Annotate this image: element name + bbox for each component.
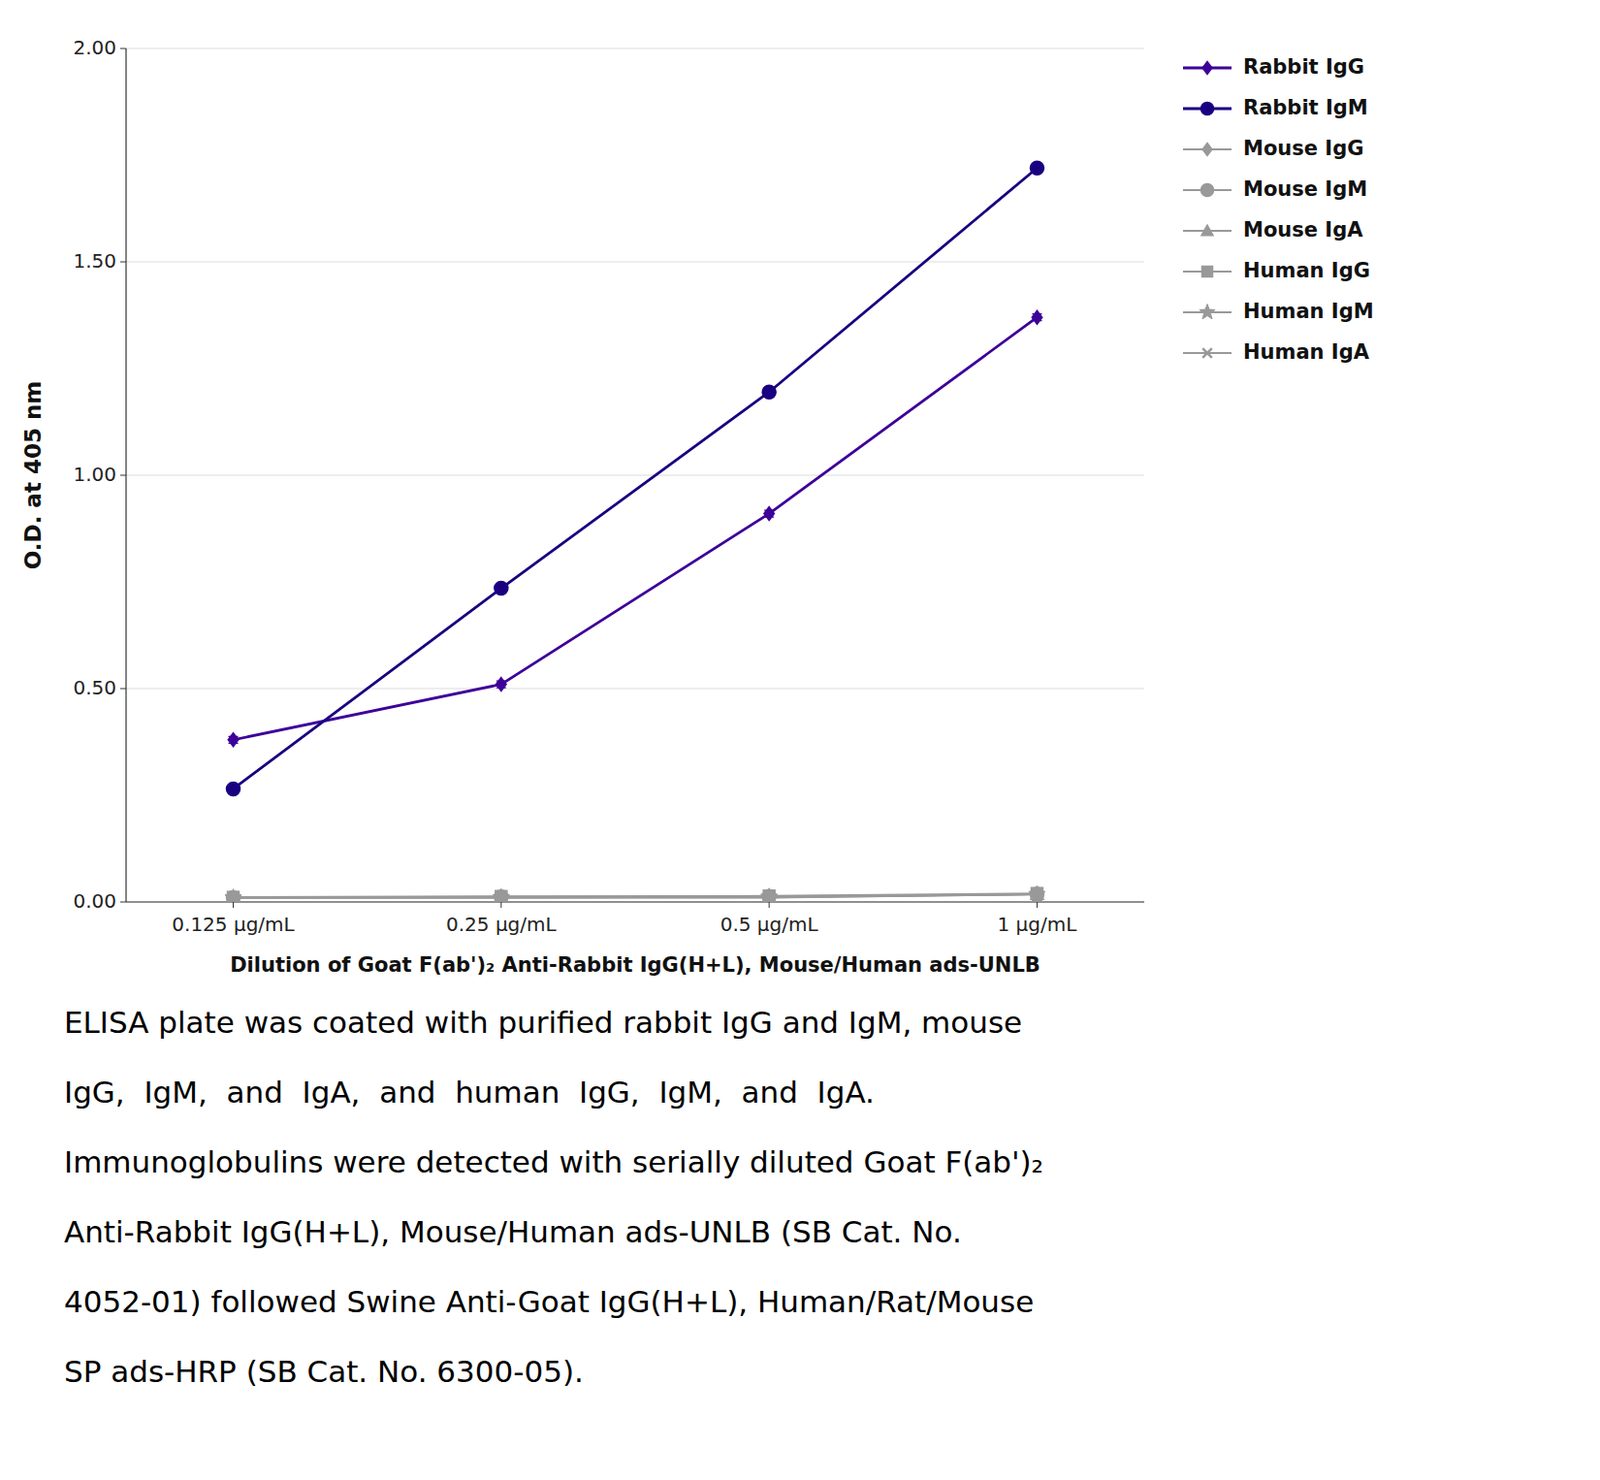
y-tick bbox=[120, 261, 127, 263]
series-line bbox=[233, 894, 1038, 898]
legend-item: Mouse IgG bbox=[1183, 136, 1364, 160]
legend-label: Mouse IgM bbox=[1243, 177, 1368, 201]
legend-item: Mouse IgA bbox=[1183, 218, 1364, 242]
y-axis-line bbox=[125, 48, 127, 902]
data-point bbox=[1031, 310, 1043, 324]
data-point bbox=[496, 892, 507, 902]
legend-item: Rabbit IgG bbox=[1183, 55, 1365, 79]
legend-marker bbox=[1201, 184, 1215, 197]
data-point bbox=[761, 888, 778, 902]
series-line bbox=[233, 317, 1038, 740]
plot-area bbox=[224, 160, 1046, 902]
data-point bbox=[764, 507, 775, 521]
data-point bbox=[1029, 160, 1044, 175]
y-tick-label: 1.50 bbox=[72, 249, 117, 273]
x-tick-label: 0.125 μg/mL bbox=[171, 912, 295, 936]
y-tick bbox=[120, 688, 127, 690]
legend-item: Rabbit IgM bbox=[1183, 96, 1369, 120]
series bbox=[227, 887, 1044, 902]
grid-line bbox=[126, 475, 1145, 477]
x-axis-line bbox=[126, 900, 1145, 902]
y-tick bbox=[120, 901, 127, 903]
data-point bbox=[226, 781, 241, 796]
chart: 0.00 0.50 1.00 1.50 2.00 0.125 μg/mL 0.25 μg/m… bbox=[0, 0, 1600, 1480]
caption-line: Anti-Rabbit IgG(H+L), Mouse/Human ads-UN… bbox=[64, 1214, 962, 1249]
data-point bbox=[492, 888, 510, 902]
legend-label: Rabbit IgG bbox=[1243, 55, 1365, 79]
legend-label: Mouse IgG bbox=[1243, 136, 1364, 160]
grid-line bbox=[126, 261, 1145, 263]
legend-label: Rabbit IgM bbox=[1243, 96, 1369, 120]
legend-item: Human IgA bbox=[1183, 340, 1371, 364]
series-line bbox=[233, 894, 1038, 898]
series-line bbox=[233, 894, 1038, 898]
data-point bbox=[494, 581, 509, 596]
x-tick bbox=[500, 901, 502, 908]
series bbox=[226, 888, 1044, 902]
data-point bbox=[227, 733, 239, 747]
legend-marker bbox=[1201, 102, 1215, 116]
legend-label: Human IgM bbox=[1243, 299, 1375, 323]
caption-line: SP ads-HRP (SB Cat. No. 6300-05). bbox=[64, 1353, 584, 1389]
page: {"chart_data": { "type": "line", "xlabel… bbox=[0, 0, 1600, 1480]
grid-line bbox=[126, 688, 1145, 690]
x-tick-label: 1 μg/mL bbox=[997, 912, 1079, 936]
legend-item: Human IgG bbox=[1183, 258, 1371, 283]
y-tick-label: 1.00 bbox=[72, 462, 117, 486]
caption-line: Immunoglobulins were detected with seria… bbox=[64, 1144, 1044, 1180]
legend-item: Mouse IgM bbox=[1183, 177, 1368, 201]
y-tick-label: 2.00 bbox=[72, 35, 117, 60]
y-tick bbox=[120, 48, 127, 50]
series-line bbox=[233, 893, 1038, 897]
x-tick-label: 0.5 μg/mL bbox=[720, 912, 820, 936]
caption-line: 4052-01) followed Swine Anti-Goat IgG(H+… bbox=[64, 1283, 1034, 1319]
x-axis-label: Dilution of Goat F(ab')₂ Anti-Rabbit IgG… bbox=[229, 953, 1041, 977]
legend-label: Human IgA bbox=[1243, 340, 1371, 364]
x-tick bbox=[1036, 901, 1038, 908]
series bbox=[227, 310, 1042, 747]
legend-marker bbox=[1201, 224, 1214, 236]
legend-marker bbox=[1202, 266, 1214, 278]
data-point bbox=[496, 677, 508, 692]
data-point bbox=[224, 889, 242, 902]
series bbox=[227, 889, 1042, 902]
series-line bbox=[233, 894, 1038, 898]
legend-marker bbox=[1202, 348, 1213, 358]
data-point bbox=[1031, 889, 1042, 899]
y-axis-label: O.D. at 405 nm bbox=[20, 381, 46, 571]
series bbox=[227, 887, 1042, 902]
caption-line: ELISA plate was coated with purified rab… bbox=[64, 1004, 1023, 1040]
x-tick bbox=[232, 901, 234, 908]
data-point bbox=[764, 892, 774, 902]
legend-marker bbox=[1202, 62, 1213, 75]
legend-marker bbox=[1199, 304, 1216, 320]
y-tick bbox=[120, 475, 127, 477]
caption: ELISA plate was coated with purified rab… bbox=[64, 1004, 1044, 1389]
y-tick-label: 0.50 bbox=[72, 675, 117, 700]
series-line bbox=[233, 894, 1038, 898]
series bbox=[226, 887, 1045, 902]
caption-line: IgG, IgM, and IgA, and human IgG, IgM, a… bbox=[64, 1074, 875, 1110]
x-tick-label: 0.25 μg/mL bbox=[446, 912, 558, 936]
series-line bbox=[233, 167, 1038, 789]
grid bbox=[126, 48, 1145, 902]
x-tick bbox=[768, 901, 770, 908]
series bbox=[226, 160, 1045, 796]
legend-label: Mouse IgA bbox=[1243, 218, 1364, 242]
legend-label: Human IgG bbox=[1243, 258, 1371, 283]
data-point bbox=[227, 892, 238, 902]
legend: Rabbit IgG Rabbit IgM Mouse IgG Mouse IgM Mo… bbox=[1183, 55, 1375, 364]
legend-marker bbox=[1202, 143, 1213, 157]
data-point bbox=[762, 384, 776, 399]
axes: 0.00 0.50 1.00 1.50 2.00 0.125 μg/mL 0.25 μg/m… bbox=[72, 35, 1145, 937]
legend-item: Human IgM bbox=[1183, 299, 1375, 323]
grid-line bbox=[126, 901, 1145, 903]
series bbox=[224, 885, 1046, 902]
grid-line bbox=[126, 48, 1145, 50]
y-tick-label: 0.00 bbox=[72, 889, 117, 913]
